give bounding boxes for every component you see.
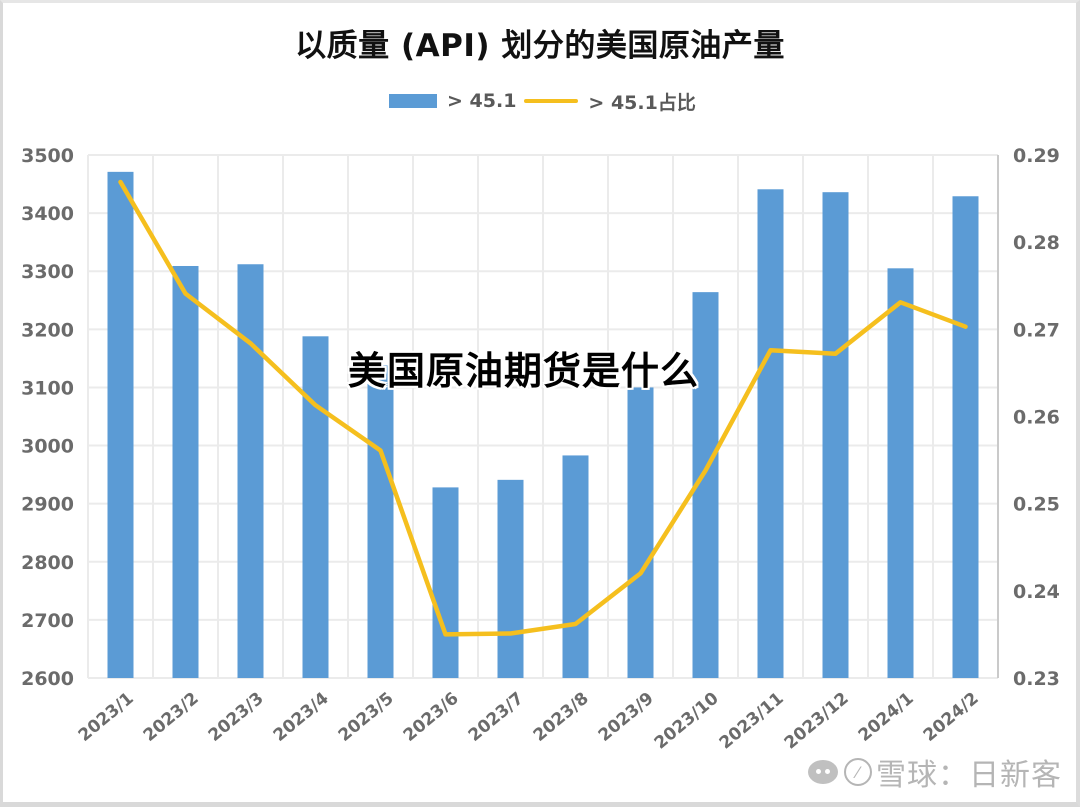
chart-title: 以质量 (API) 划分的美国原油产量 [295, 28, 785, 64]
left-axis-tick: 2700 [21, 610, 74, 632]
left-axis-tick: 3300 [21, 261, 74, 283]
legend-line-swatch-icon [524, 99, 579, 103]
bar [757, 189, 784, 678]
watermark: ⁄ 雪球：日新客 [808, 750, 1062, 794]
right-axis-tick: 0.29 [1013, 145, 1060, 167]
x-axis-tick: 2024/1 [855, 689, 918, 746]
watermark-text: 雪球：日新客 [876, 758, 1062, 793]
left-axis-tick: 3100 [21, 377, 74, 399]
x-axis-tick: 2023/11 [716, 689, 788, 754]
x-axis-tick: 2023/3 [205, 689, 268, 746]
right-axis-tick: 0.26 [1013, 407, 1060, 429]
left-axis-tick: 3500 [21, 145, 74, 167]
left-axis-tick: 2600 [21, 668, 74, 690]
snowball-icon: ⁄ [844, 758, 872, 786]
bar [237, 264, 264, 678]
overlay-title: 美国原油期货是什么 [348, 349, 700, 393]
x-axis-tick: 2024/2 [920, 689, 983, 746]
bar [562, 455, 589, 678]
x-axis-tick: 2023/9 [595, 689, 658, 746]
right-axis-tick: 0.27 [1013, 319, 1060, 341]
left-axis-tick: 3200 [21, 319, 74, 341]
bar [172, 265, 199, 678]
right-axis-tick: 0.28 [1013, 232, 1060, 254]
legend-bar-swatch-icon [389, 94, 437, 108]
bar [497, 479, 524, 678]
bar [952, 196, 979, 678]
x-axis-tick: 2023/8 [530, 689, 593, 746]
x-axis-tick: 2023/1 [75, 689, 138, 746]
x-axis-tick: 2023/10 [651, 688, 723, 753]
bar [367, 365, 394, 678]
left-axis-tick: 2800 [21, 552, 74, 574]
share-line [118, 179, 968, 637]
legend-line-label: > 45.1占比 [588, 91, 696, 114]
x-axis-tick: 2023/5 [335, 689, 398, 746]
x-axis-tick: 2023/6 [400, 689, 463, 746]
chart-legend: > 45.1 > 45.1占比 [389, 88, 696, 114]
legend-bar-label: > 45.1 [447, 90, 517, 112]
wechat-icon [808, 760, 838, 784]
bar [302, 336, 329, 678]
bar [822, 192, 849, 679]
bar [107, 171, 134, 678]
left-axis-tick: 3000 [21, 436, 74, 458]
left-axis-tick: 3400 [21, 203, 74, 225]
x-axis-tick: 2023/4 [270, 688, 333, 745]
x-axis-tick: 2023/2 [140, 689, 203, 746]
bar [627, 387, 654, 678]
right-axis-tick: 0.23 [1013, 668, 1060, 690]
x-axis-tick: 2023/7 [465, 689, 528, 746]
right-axis-tick: 0.25 [1013, 494, 1060, 516]
bar [887, 268, 914, 678]
left-axis-tick: 2900 [21, 494, 74, 516]
bar [432, 487, 459, 678]
right-axis-tick: 0.24 [1013, 581, 1060, 603]
x-axis-tick: 2023/12 [781, 689, 853, 754]
